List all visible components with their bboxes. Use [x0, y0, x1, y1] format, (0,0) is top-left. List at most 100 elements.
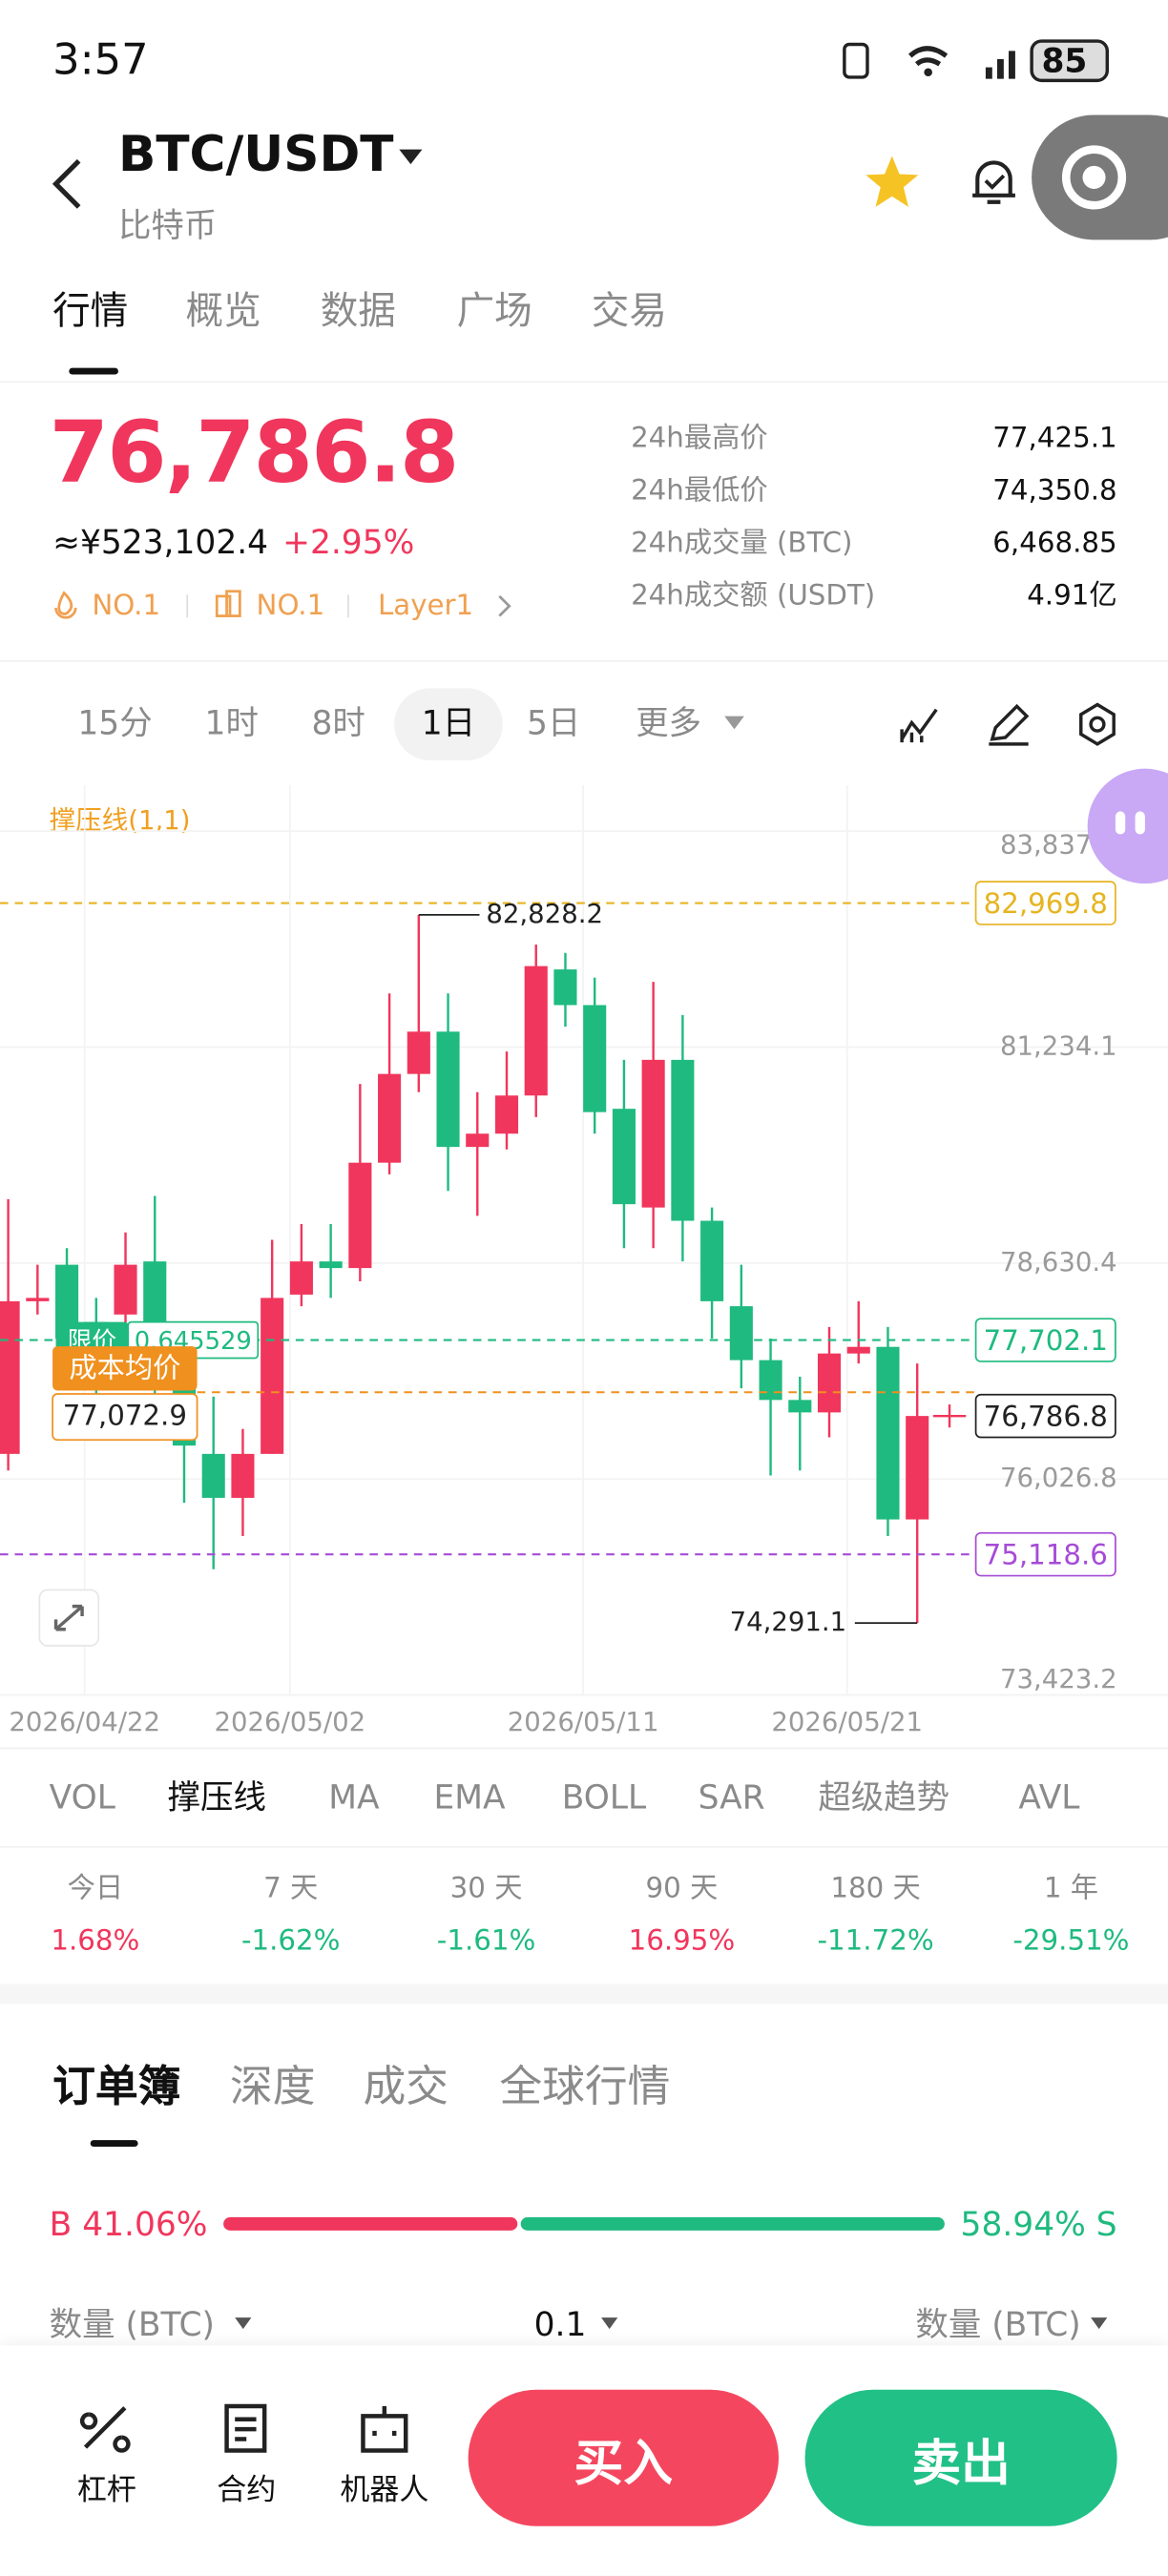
order-tab-active[interactable]: 订单簿 [52, 2063, 181, 2112]
candle-body [289, 1261, 313, 1295]
candle-body [114, 1264, 137, 1315]
indicator[interactable]: MA [328, 1776, 380, 1818]
last-price: 76,786.8 [49, 404, 460, 503]
order-tab[interactable]: 成交 [363, 2063, 449, 2112]
indicator[interactable]: AVL [1018, 1776, 1080, 1818]
candle-body [759, 1360, 782, 1401]
candle-body [407, 1031, 430, 1074]
pair-title[interactable]: BTC/USDT [117, 126, 394, 184]
interval[interactable]: 8时 [311, 702, 365, 743]
divider [0, 1984, 1168, 2005]
candle-body [906, 1416, 929, 1520]
nav-label[interactable]: 合约 [217, 2473, 277, 2508]
price-line-label: 75,118.6 [984, 1538, 1108, 1570]
nav-icons [79, 2403, 408, 2453]
candle-body [261, 1298, 284, 1454]
indicator[interactable]: SAR [698, 1776, 765, 1818]
tab[interactable]: 数据 [320, 290, 396, 334]
price-line-tag: 成本均价 [69, 1352, 180, 1384]
candle-body [436, 1031, 460, 1148]
indicator[interactable]: VOL [49, 1776, 115, 1818]
candle-body [729, 1306, 753, 1361]
rank-tag[interactable]: NO.1 [256, 590, 325, 623]
column-header[interactable]: 数量 (BTC) [49, 2304, 216, 2344]
rank-tag[interactable]: NO.1 [92, 590, 161, 623]
sell-bar [520, 2217, 945, 2231]
stat-label: 24h最高价 [631, 422, 768, 455]
tab-indicator [90, 2140, 138, 2148]
tab[interactable]: 广场 [456, 290, 532, 334]
dropdown-arrows [235, 2317, 1108, 2330]
stat-value: 74,350.8 [992, 474, 1117, 508]
stat-label: 24h最低价 [631, 474, 768, 508]
candle-body [700, 1220, 724, 1301]
price-line-label-box [974, 881, 1116, 925]
order-tab[interactable]: 深度 [230, 2063, 316, 2112]
price-cny: ≈¥523,102.4 [52, 522, 269, 562]
price-line-label-box [974, 1531, 1116, 1577]
status-time: 3:57 [52, 35, 149, 86]
candle-body [319, 1261, 343, 1269]
interval[interactable]: 15分 [77, 702, 153, 743]
precision-select[interactable]: 0.1 [533, 2304, 587, 2344]
tab-active[interactable]: 行情 [52, 290, 129, 334]
column-header[interactable]: 数量 (BTC) [915, 2304, 1081, 2344]
price-line-label-box [974, 1393, 1116, 1439]
candle-body [26, 1298, 50, 1301]
stat-label: 24h成交量 (BTC) [631, 527, 853, 561]
expand-button[interactable] [38, 1589, 100, 1648]
battery-level: 85 [1041, 41, 1088, 81]
interval-selected-bg [394, 688, 503, 761]
candle-body [817, 1353, 842, 1413]
alert-bell[interactable] [966, 155, 1022, 211]
stat-label: 24h成交额 (USDT) [631, 579, 876, 613]
period-change: -1.61% [436, 1924, 536, 1959]
y-tick-label: 78,630.4 [1000, 1247, 1117, 1278]
status-icons [843, 39, 1110, 83]
chart-tools[interactable] [897, 699, 1127, 749]
x-tick-label: 2026/04/22 [9, 1707, 160, 1737]
order-tab[interactable]: 全球行情 [499, 2063, 671, 2112]
x-tick-label: 2026/05/11 [508, 1707, 659, 1737]
candle-body [0, 1300, 20, 1454]
indicator[interactable]: BOLL [561, 1776, 647, 1818]
interval[interactable]: 5日 [526, 702, 581, 743]
stat-value: 77,425.1 [992, 422, 1117, 455]
buy-button[interactable]: 买入 [468, 2389, 780, 2526]
period-label: 今日 [67, 1872, 124, 1905]
sell-button[interactable]: 卖出 [804, 2389, 1117, 2526]
interval-more[interactable]: 更多 [636, 702, 702, 743]
avatar-logo [1061, 145, 1127, 210]
price-line-label: 82,969.8 [984, 887, 1108, 920]
stat-value: 4.91亿 [1027, 579, 1117, 613]
nav-label[interactable]: 机器人 [340, 2473, 429, 2508]
tab[interactable]: 交易 [591, 290, 667, 334]
divider [0, 1845, 1168, 1848]
sector-tag[interactable]: Layer1 [377, 590, 474, 623]
indicator[interactable]: 超级趋势 [818, 1776, 950, 1818]
nav-label[interactable]: 杠杆 [76, 2473, 136, 2508]
candle-body [641, 1059, 665, 1208]
pair-name: 比特币 [117, 205, 218, 245]
candle-body [524, 966, 548, 1096]
price-change: +2.95% [282, 522, 415, 562]
indicator-active[interactable]: 撑压线 [167, 1776, 266, 1818]
candle-body [348, 1162, 372, 1269]
annotation-label: 74,291.1 [730, 1607, 847, 1637]
period-label: 90 天 [645, 1872, 719, 1905]
candle-body [846, 1346, 870, 1354]
interval[interactable]: 1时 [204, 702, 259, 743]
interval-active[interactable]: 1日 [421, 702, 476, 743]
back-button[interactable] [46, 155, 95, 214]
favorite-star[interactable] [863, 153, 922, 212]
pair-dropdown[interactable] [398, 146, 425, 166]
y-tick-label: 73,423.2 [1000, 1664, 1117, 1694]
y-tick-label: 81,234.1 [1000, 1030, 1117, 1061]
x-tick-label: 2026/05/21 [771, 1707, 923, 1737]
indicator[interactable]: EMA [433, 1776, 506, 1818]
sell-ratio: 58.94% S [960, 2204, 1117, 2244]
tab[interactable]: 概览 [185, 290, 261, 334]
period-label: 30 天 [449, 1872, 523, 1905]
period-label: 180 天 [830, 1872, 921, 1905]
candle-body [788, 1400, 812, 1413]
